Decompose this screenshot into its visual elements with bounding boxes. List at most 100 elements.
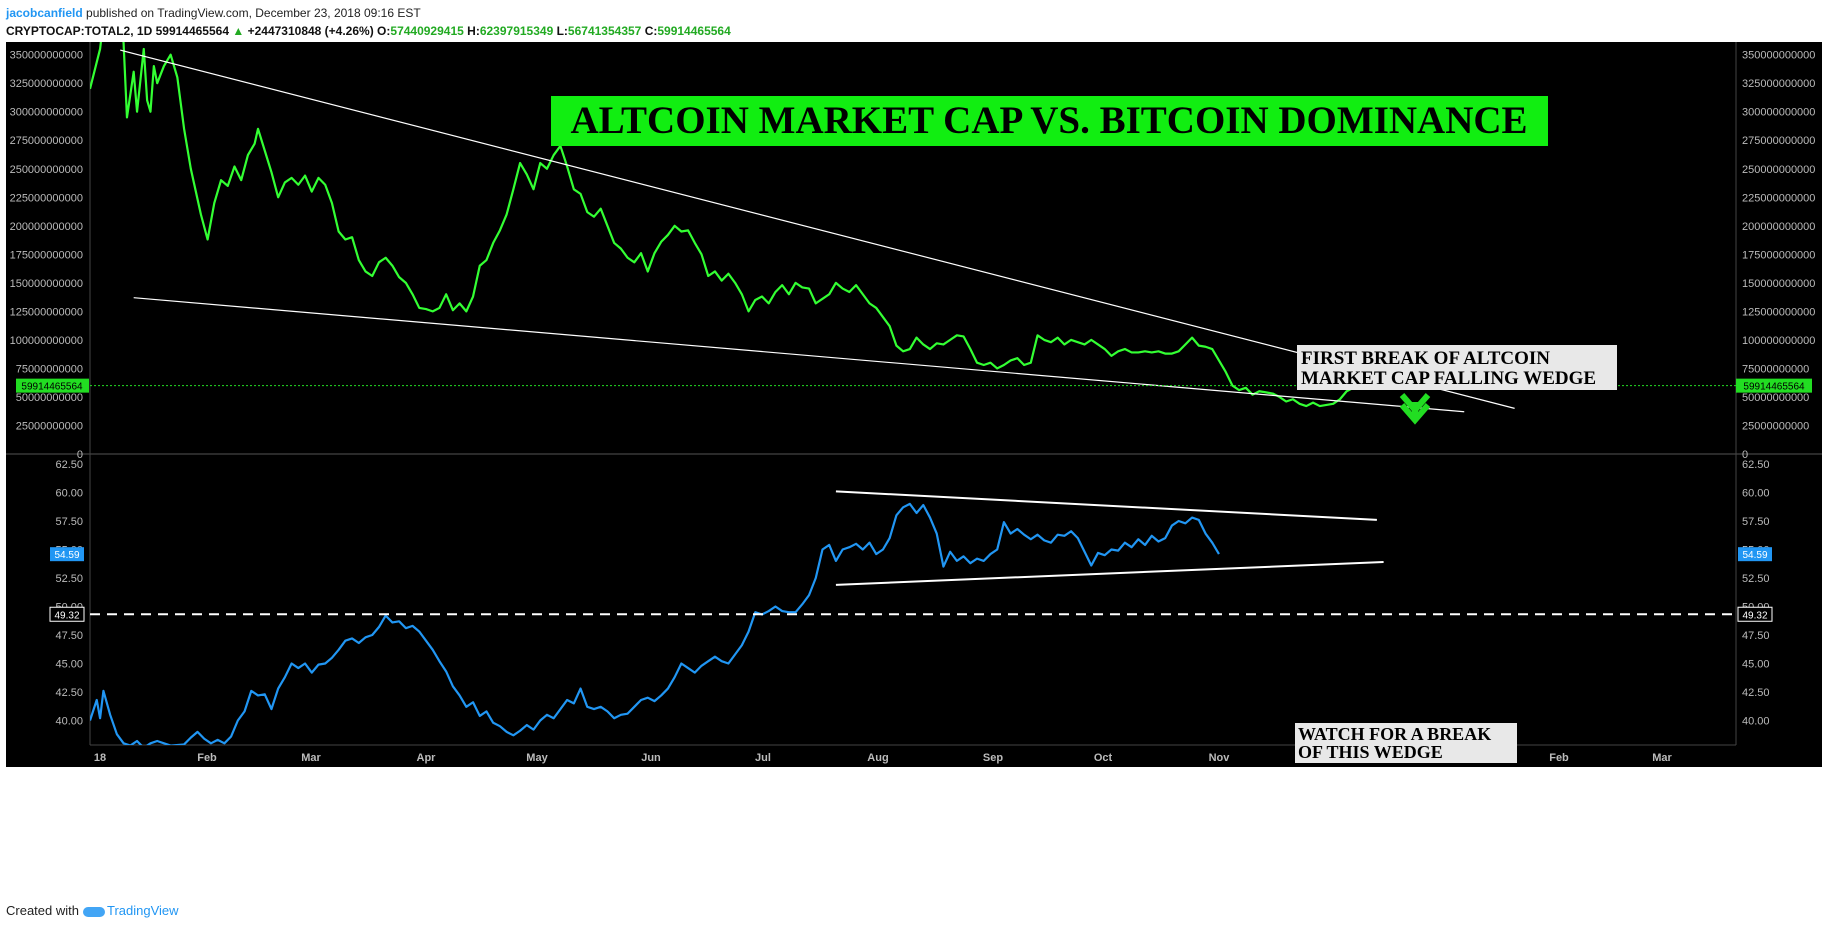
top-y-tick-right: 250000000000 [1742,164,1815,176]
top-y-tick-left: 250000000000 [10,164,83,176]
high-value: 62397915349 [479,24,554,38]
bitcoin-dominance-line [90,502,1220,745]
top-y-tick-left: 325000000000 [10,78,83,90]
top-y-tick-left: 275000000000 [10,135,83,147]
time-tick-label: Feb [197,752,217,764]
open-value: 57440929415 [390,24,464,38]
reference-badge-left: 49.32 [49,606,85,622]
top-y-tick-left: 175000000000 [10,249,83,261]
top-y-tick-right: 350000000000 [1742,50,1815,62]
last-price-badge-right: 59914465564 [1736,378,1812,393]
note-line-1: WATCH FOR A BREAK [1298,724,1491,744]
bottom-y-tick-left: 42.50 [55,687,83,699]
top-y-tick-right: 25000000000 [1742,420,1809,432]
header-line-2: CRYPTOCAP:TOTAL2, 1D 59914465564 ▲ +2447… [6,22,731,40]
top-y-tick-left: 100000000000 [10,335,83,347]
time-tick-label: May [526,752,548,764]
bottom-y-tick-left: 45.00 [55,659,83,671]
altcoin-market-cap-line [90,42,1361,408]
chart-title: ALTCOIN MARKET CAP VS. BITCOIN DOMINANCE [570,99,1527,142]
top-pane [90,42,1515,413]
close-value: 59914465564 [657,24,731,38]
top-y-tick-left: 50000000000 [16,392,83,404]
top-y-tick-left: 125000000000 [10,306,83,318]
up-arrow-icon: ▲ [232,24,245,38]
chart-background [6,42,1822,767]
last-price-label-left: 59914465564 [21,382,83,393]
note-line-2: OF THIS WEDGE [1298,742,1443,762]
green-down-arrow-icon [1399,393,1431,425]
bottom-pane [90,490,1384,745]
reference-label-left: 49.32 [54,610,79,621]
dominance-label-right: 54.59 [1742,550,1767,561]
top-wedge-lower-trendline [133,297,1465,413]
bottom-y-tick-right: 60.00 [1742,488,1770,500]
bottom-y-tick-right: 42.50 [1742,687,1770,699]
top-y-tick-right: 175000000000 [1742,249,1815,261]
open-label: O: [377,24,391,38]
top-y-tick-right: 225000000000 [1742,192,1815,204]
top-y-tick-right: 300000000000 [1742,107,1815,119]
note-line-1: FIRST BREAK OF ALTCOIN [1301,348,1550,369]
note-line-2: MARKET CAP FALLING WEDGE [1301,368,1596,389]
time-tick-label: Mar [1652,752,1672,764]
top-y-tick-left: 350000000000 [10,50,83,62]
bottom-wedge-lower-trendline [835,561,1384,586]
dominance-badge-right: 54.59 [1738,547,1772,562]
chart-canvas[interactable]: 350000000000 350000000000 325000000000 3250… [0,42,1828,894]
bottom-y-tick-left: 60.00 [55,488,83,500]
time-tick-label: 18 [94,752,106,764]
top-y-tick-left: 300000000000 [10,107,83,119]
high-label: H: [467,24,480,38]
top-y-tick-right: 100000000000 [1742,335,1815,347]
footer: Created with TradingView [6,903,179,918]
bottom-y-tick-left: 47.50 [55,630,83,642]
top-y-axis: 350000000000 350000000000 325000000000 3250… [10,50,1816,461]
dominance-badge-left: 54.59 [50,547,84,562]
chart-title-box: ALTCOIN MARKET CAP VS. BITCOIN DOMINANCE [551,96,1548,146]
top-wedge-upper-trendline [120,49,1515,409]
reference-label-right: 49.32 [1742,610,1767,621]
top-y-tick-left: 75000000000 [16,363,83,375]
time-tick-label: Jul [755,752,771,764]
top-y-tick-left: 200000000000 [10,221,83,233]
top-y-tick-left: 0 [77,449,83,461]
chart-header: jacobcanfield published on TradingView.c… [6,4,731,40]
top-y-tick-left: 150000000000 [10,278,83,290]
dominance-label-left: 54.59 [54,550,79,561]
top-y-tick-right: 50000000000 [1742,392,1809,404]
time-tick-label: Mar [301,752,321,764]
top-y-tick-right: 75000000000 [1742,363,1809,375]
low-value: 56741354357 [567,24,642,38]
tradingview-link[interactable]: TradingView [106,903,179,918]
close-label: C: [644,24,658,38]
symbol-label: CRYPTOCAP:TOTAL2, 1D [6,24,153,38]
bottom-wedge-upper-trendline [835,490,1377,521]
last-price-label-right: 59914465564 [1743,382,1805,393]
author-link[interactable]: jacobcanfield [6,6,83,20]
bottom-y-tick-left: 52.50 [55,573,83,585]
time-tick-label: Apr [417,752,437,764]
bottom-y-tick-right: 40.00 [1742,716,1770,728]
top-y-tick-left: 25000000000 [16,420,83,432]
published-text: published on TradingView.com, December 2… [86,6,421,20]
top-y-tick-right: 125000000000 [1742,306,1815,318]
top-y-tick-right: 275000000000 [1742,135,1815,147]
tradingview-logo-icon [82,906,105,917]
bottom-y-tick-left: 57.50 [55,516,83,528]
bottom-y-tick-left: 40.00 [55,716,83,728]
bottom-y-tick-left: 62.50 [55,459,83,471]
top-y-tick-left: 225000000000 [10,192,83,204]
bottom-y-tick-right: 45.00 [1742,659,1770,671]
top-y-tick-right: 325000000000 [1742,78,1815,90]
bottom-y-tick-right: 52.50 [1742,573,1770,585]
time-tick-label: Sep [983,752,1003,764]
change-value: +2447310848 (+4.26%) [247,24,374,38]
time-tick-label: Jun [641,752,661,764]
time-tick-label: Oct [1094,752,1113,764]
top-y-tick-right: 0 [1742,449,1748,461]
time-tick-label: Feb [1549,752,1569,764]
time-tick-label: Nov [1209,752,1231,764]
reference-badge-right: 49.32 [1737,606,1773,622]
